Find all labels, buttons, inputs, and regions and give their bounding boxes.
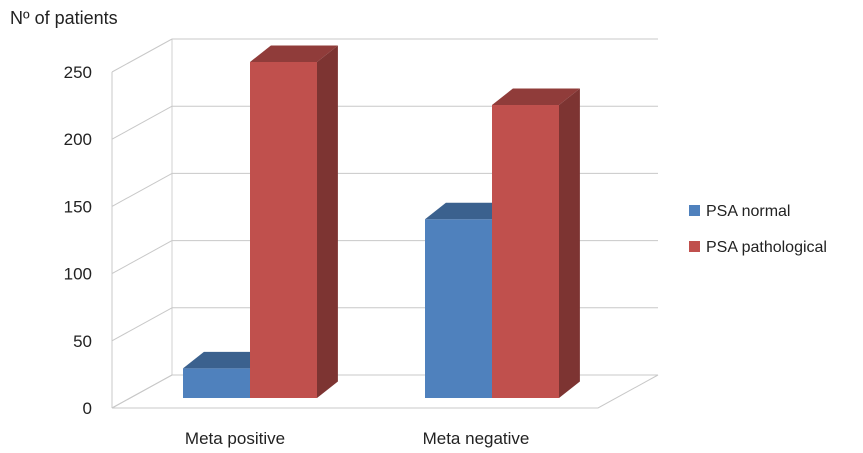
bar-front [425,219,492,398]
y-tick-label: 0 [83,399,92,418]
bar-front [183,368,250,398]
gridline-side [111,374,173,409]
y-tick-labels: 0 50 100 150 200 250 [64,63,92,418]
bar-front [250,62,317,398]
bar-top [425,202,513,220]
x-category-labels: Meta positive Meta negative [185,429,529,448]
legend-label: PSA normal [706,203,790,220]
bar-side [317,45,338,398]
bar-side [559,88,580,399]
x-category-label: Meta positive [185,429,285,448]
gridline-side [111,172,173,207]
bar [250,45,338,398]
x-category-label: Meta negative [423,429,530,448]
y-axis-label: Nº of patients [10,8,118,28]
legend-swatch [689,205,700,216]
legend-swatch [689,241,700,252]
y-tick-label: 150 [64,197,92,216]
y-tick-label: 200 [64,130,92,149]
bars [183,45,580,399]
bar-front [492,105,559,399]
gridline-side [111,105,173,140]
y-tick-label: 250 [64,63,92,82]
bar-top [250,45,338,62]
bar [492,88,580,399]
bar-top [183,351,271,369]
bar-top [492,88,580,106]
gridline-side [111,307,173,342]
legend-label: PSA pathological [706,239,827,256]
y-tick-label: 100 [64,265,92,284]
y-tick-label: 50 [73,332,92,351]
gridline-side [111,38,173,73]
gridline-side [111,240,173,275]
legend: PSA normal PSA pathological [689,203,827,256]
